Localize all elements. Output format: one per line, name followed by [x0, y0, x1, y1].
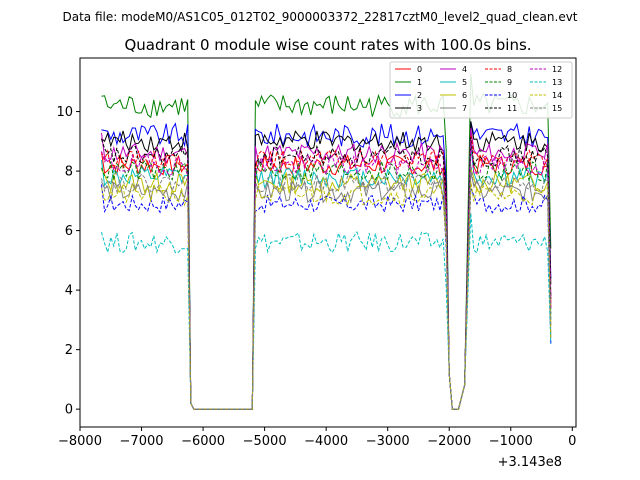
y-tick-label: 2 [65, 343, 73, 358]
series-line-13 [101, 213, 552, 410]
legend-label-15: 15 [552, 104, 562, 113]
series-line-10 [101, 184, 552, 410]
y-tick-label: 0 [65, 403, 73, 418]
x-tick-label: −5000 [243, 434, 287, 449]
axes-frame [79, 57, 577, 428]
series-line-9 [101, 141, 552, 410]
legend-label-3: 3 [417, 104, 422, 113]
series-line-15 [101, 163, 552, 410]
legend-label-11: 11 [507, 104, 517, 113]
legend-label-7: 7 [462, 104, 467, 113]
legend-label-2: 2 [417, 91, 422, 100]
plot-area: −8000 −7000 −6000 −5000 −4000 −3000 −2000 −1000… [56, 57, 577, 470]
series-line-11 [101, 137, 552, 410]
y-tick-label: 4 [65, 284, 73, 299]
series-line-14 [101, 181, 552, 410]
series-line-6 [101, 168, 552, 410]
legend-label-5: 5 [462, 78, 467, 87]
legend-label-6: 6 [462, 91, 467, 100]
x-tick-label: −1000 [489, 434, 533, 449]
x-tick-label: 0 [568, 434, 576, 449]
x-tick-label: −8000 [58, 434, 102, 449]
x-axis: −8000 −7000 −6000 −5000 −4000 −3000 −2000 −1000… [58, 427, 576, 449]
legend-box [389, 61, 573, 119]
y-tick-label: 8 [65, 165, 73, 180]
x-tick-label: −6000 [181, 434, 225, 449]
y-tick-label: 6 [65, 224, 73, 239]
chart-title: Quadrant 0 module wise count rates with … [124, 36, 531, 54]
legend-label-8: 8 [507, 65, 512, 74]
y-tick-label: 10 [56, 105, 73, 120]
legend-label-12: 12 [552, 65, 562, 74]
legend-label-4: 4 [462, 65, 467, 74]
legend-label-1: 1 [417, 78, 422, 87]
series-line-5 [101, 146, 552, 410]
series-line-2 [101, 121, 552, 410]
x-tick-label: −3000 [366, 434, 410, 449]
x-offset-label: +3.143e8 [498, 455, 562, 470]
legend-label-0: 0 [417, 65, 422, 74]
x-tick-label: −7000 [120, 434, 164, 449]
series-line-3 [101, 121, 552, 410]
x-tick-label: −4000 [304, 434, 348, 449]
series-line-12 [101, 140, 552, 410]
legend-label-13: 13 [552, 78, 562, 87]
y-axis: 0 2 4 6 8 10 [56, 105, 80, 418]
series-lines [101, 73, 552, 410]
figure-suptitle: Data file: modeM0/AS1C05_012T02_90000033… [62, 10, 577, 24]
x-tick-label: −2000 [427, 434, 471, 449]
legend-label-10: 10 [507, 91, 517, 100]
legend-label-14: 14 [552, 91, 562, 100]
legend-label-9: 9 [507, 78, 512, 87]
